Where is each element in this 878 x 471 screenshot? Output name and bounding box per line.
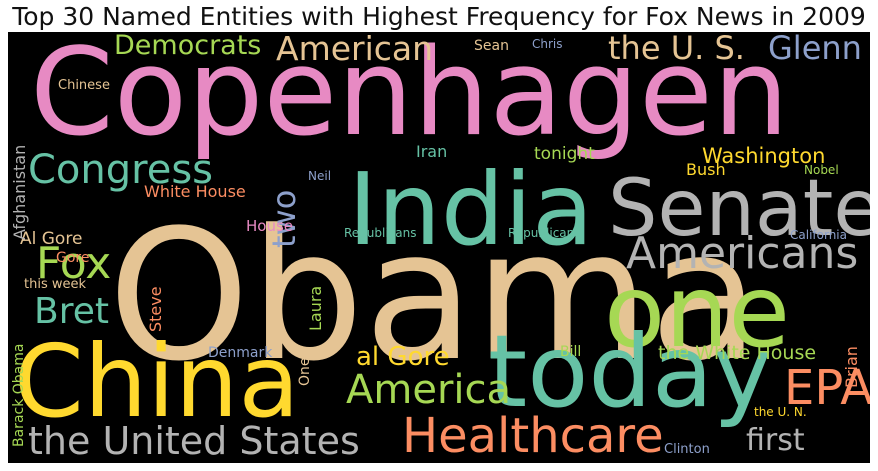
word-washington: Washington: [702, 144, 826, 168]
word-neil: Neil: [308, 169, 332, 183]
word-afghanistan: Afghanistan: [10, 144, 29, 240]
figure-title: Top 30 Named Entities with Highest Frequ…: [12, 2, 866, 31]
word-china: China: [14, 323, 300, 440]
word-house: House: [246, 217, 294, 235]
word-obama: Obama: [108, 192, 760, 401]
word-clinton: Clinton: [664, 442, 710, 457]
word-today: today: [488, 313, 773, 430]
word-america: America: [346, 367, 511, 413]
word-laura: Laura: [306, 285, 325, 331]
word-healthcare: Healthcare: [402, 408, 664, 463]
word-chris: Chris: [532, 37, 563, 51]
word-senate: Senate: [608, 164, 870, 254]
word-first: first: [746, 423, 805, 458]
word-epa: EPA: [784, 360, 870, 416]
word-white-house: White House: [144, 182, 246, 201]
word-americans: Americans: [626, 228, 859, 279]
word-al-gore: al Gore: [356, 342, 450, 372]
word-bush: Bush: [686, 160, 726, 179]
word-al-gore: Al Gore: [20, 229, 83, 249]
word-chinese: Chinese: [58, 78, 110, 93]
word-bret: Bret: [34, 291, 109, 332]
word-republicans: Republicans: [344, 226, 417, 240]
word-iran: Iran: [416, 142, 448, 161]
word-steve: Steve: [146, 286, 165, 332]
word-tonight: tonight: [534, 144, 595, 164]
word-nobel: Nobel: [804, 163, 839, 177]
word-the-united-states: the United States: [28, 419, 360, 463]
word-one: one: [604, 253, 791, 370]
word-democrats: Democrats: [114, 32, 262, 61]
word-gore: Gore: [56, 250, 90, 266]
word-cloud-canvas: Copenhagen Obama China India Senate one today H…: [8, 32, 870, 463]
word-the-u-s: the U. S.: [608, 32, 745, 67]
word-american: American: [276, 32, 434, 68]
word-barack-obama: Barack Obama: [11, 343, 27, 447]
word-sean: Sean: [474, 38, 509, 54]
word-fox: Fox: [36, 238, 112, 289]
word-denmark: Denmark: [208, 345, 273, 361]
word-this-week: this week: [24, 277, 87, 292]
word-the-u-n: the U. N.: [754, 405, 807, 419]
word-copenhagen: Copenhagen: [30, 32, 789, 163]
word-bill: Bill: [560, 344, 582, 360]
word-one: One: [297, 357, 313, 386]
word-the-white-house: the White House: [658, 342, 817, 364]
word-republican: Republican: [508, 226, 575, 240]
word-congress: Congress: [28, 147, 213, 193]
word-brian: Brian: [842, 346, 861, 388]
word-india: India: [348, 151, 594, 268]
word-california: California: [790, 228, 847, 242]
word-glenn: Glenn: [768, 32, 862, 67]
